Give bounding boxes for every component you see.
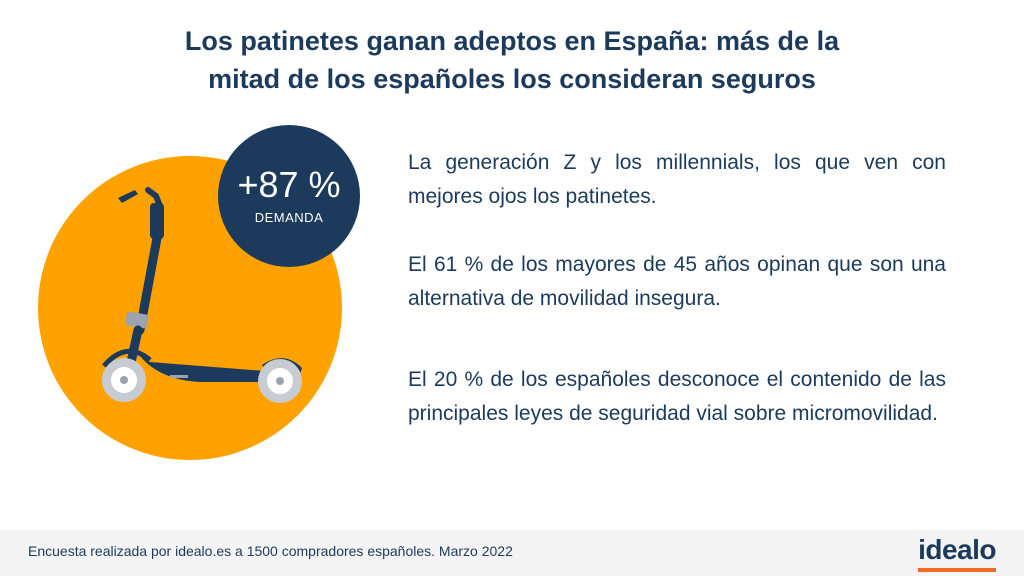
page-title: Los patinetes ganan adeptos en España: m… xyxy=(112,22,912,98)
point-generation-z: La generación Z y los millennials, los q… xyxy=(408,151,946,208)
footer: Encuesta realizada por idealo.es a 1500 … xyxy=(0,530,1024,576)
key-points: La generación Z y los millennials, los q… xyxy=(408,146,946,431)
title-line-2: mitad de los españoles los consideran se… xyxy=(208,64,816,94)
badge-value: +87 % xyxy=(237,164,341,205)
logo-underline xyxy=(918,568,996,572)
idealo-logo: idealo xyxy=(918,534,996,565)
demand-badge: +87 % DEMANDA xyxy=(218,125,360,267)
badge-label: DEMANDA xyxy=(254,210,324,225)
point-road-safety-laws: El 20 % de los españoles desconoce el co… xyxy=(408,368,946,425)
point-over-45: El 61 % de los mayores de 45 años opinan… xyxy=(408,253,946,310)
source-note: Encuesta realizada por idealo.es a 1500 … xyxy=(28,543,513,559)
title-line-1: Los patinetes ganan adeptos en España: m… xyxy=(184,26,840,56)
